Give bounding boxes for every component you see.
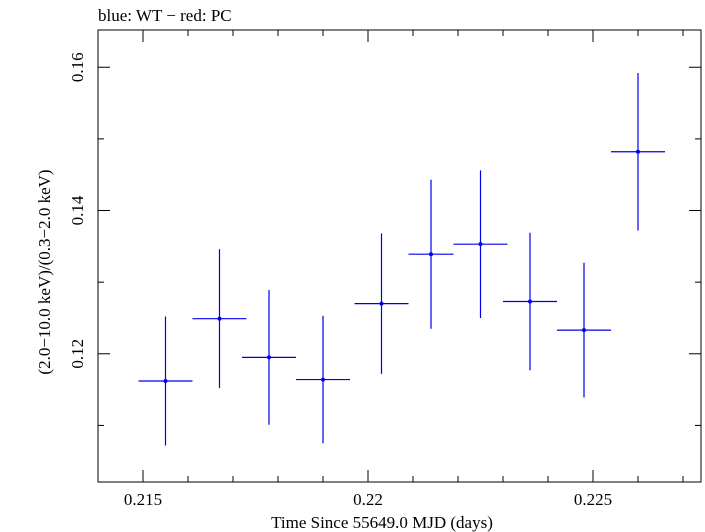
y-tick-label: 0.16 xyxy=(68,52,87,82)
data-point xyxy=(408,179,454,329)
data-points xyxy=(138,72,665,446)
point-marker xyxy=(321,377,325,382)
point-marker xyxy=(267,355,271,360)
data-point xyxy=(453,170,508,318)
data-point xyxy=(296,315,350,444)
axis-ticks xyxy=(97,30,701,482)
point-marker xyxy=(217,316,222,321)
axis-tick-labels: 0.215 0.22 0.225 0.12 0.14 0.16 xyxy=(68,52,612,509)
data-point xyxy=(557,262,611,398)
y-tick-label: 0.12 xyxy=(68,339,87,369)
data-point xyxy=(242,290,296,425)
point-marker xyxy=(163,378,168,383)
x-tick-label: 0.225 xyxy=(574,490,612,509)
x-axis-label: Time Since 55649.0 MJD (days) xyxy=(271,513,493,532)
point-marker xyxy=(478,242,483,247)
data-point xyxy=(138,316,193,446)
plot-frame xyxy=(97,29,702,483)
point-marker xyxy=(379,301,384,306)
chart-title: blue: WT − red: PC xyxy=(98,6,232,25)
point-marker xyxy=(582,328,586,333)
y-tick-label: 0.14 xyxy=(68,195,87,225)
y-axis-label: (2.0−10.0 keV)/(0.3−2.0 keV) xyxy=(35,169,54,374)
x-tick-label: 0.215 xyxy=(124,490,162,509)
data-point xyxy=(611,72,665,231)
data-point xyxy=(192,249,247,389)
point-marker xyxy=(528,299,532,304)
x-tick-label: 0.22 xyxy=(353,490,383,509)
point-marker xyxy=(429,252,433,257)
data-point xyxy=(354,233,409,374)
point-marker xyxy=(636,149,640,154)
data-point xyxy=(503,232,557,371)
